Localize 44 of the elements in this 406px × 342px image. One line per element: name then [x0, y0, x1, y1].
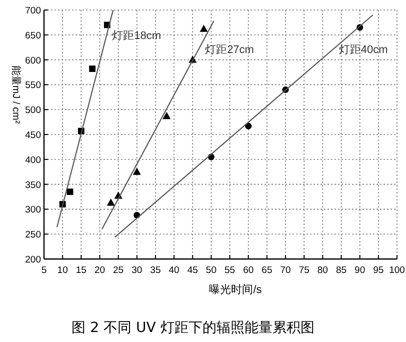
- x-tick-label: 95: [373, 265, 384, 276]
- x-tick-label: 55: [224, 265, 236, 276]
- x-tick-label: 50: [206, 265, 216, 276]
- point: [132, 168, 141, 175]
- x-tick-label: 20: [94, 265, 106, 276]
- x-tick-label: 60: [243, 265, 254, 276]
- x-tick-label: 40: [168, 265, 180, 276]
- annotation: 灯距40cm: [338, 44, 388, 56]
- x-tick-label: 100: [389, 265, 405, 276]
- x-tick-label: 65: [262, 265, 272, 276]
- x-axis-title: 曝光时间/s: [209, 283, 262, 296]
- y-tick-label: 450: [25, 130, 41, 141]
- x-tick-label: 25: [113, 265, 124, 276]
- annotation: 灯距27cm: [205, 44, 254, 56]
- x-tick-label: 80: [317, 265, 328, 276]
- point: [245, 122, 252, 130]
- y-tick-label: 200: [25, 254, 41, 266]
- x-tick-label: 70: [280, 265, 291, 276]
- y-tick-label: 350: [25, 180, 41, 191]
- annotation: 灯距18cm: [112, 30, 162, 42]
- x-tick-label: 15: [76, 265, 86, 276]
- point: [200, 24, 208, 32]
- point: [89, 66, 96, 72]
- y-tick-label: 250: [25, 230, 41, 241]
- x-tick-label: 75: [298, 265, 310, 276]
- x-tick-label: 85: [336, 265, 347, 276]
- y-tick-label: 550: [25, 80, 41, 92]
- y-tick-label: 500: [25, 105, 41, 116]
- x-tick-label: 35: [150, 265, 161, 276]
- x-tick-label: 10: [57, 265, 68, 276]
- x-tick-label: 30: [132, 265, 142, 276]
- x-tick-label: 5: [41, 265, 47, 276]
- y-tick-label: 400: [25, 154, 41, 166]
- y-axis-title: 能量mJ / cm²: [10, 65, 22, 124]
- point: [106, 198, 115, 206]
- text: 图 2 不同 UV 灯距下的辐照能量累积图: [72, 320, 314, 336]
- point: [66, 188, 74, 195]
- y-tick-label: 600: [25, 55, 41, 66]
- y-tick-label: 300: [25, 204, 41, 216]
- y-tick-label: 650: [25, 30, 41, 42]
- point: [162, 112, 171, 120]
- x-tick-label: 90: [354, 265, 366, 276]
- x-tick-label: 45: [187, 265, 198, 276]
- y-tick-label: 700: [25, 6, 41, 16]
